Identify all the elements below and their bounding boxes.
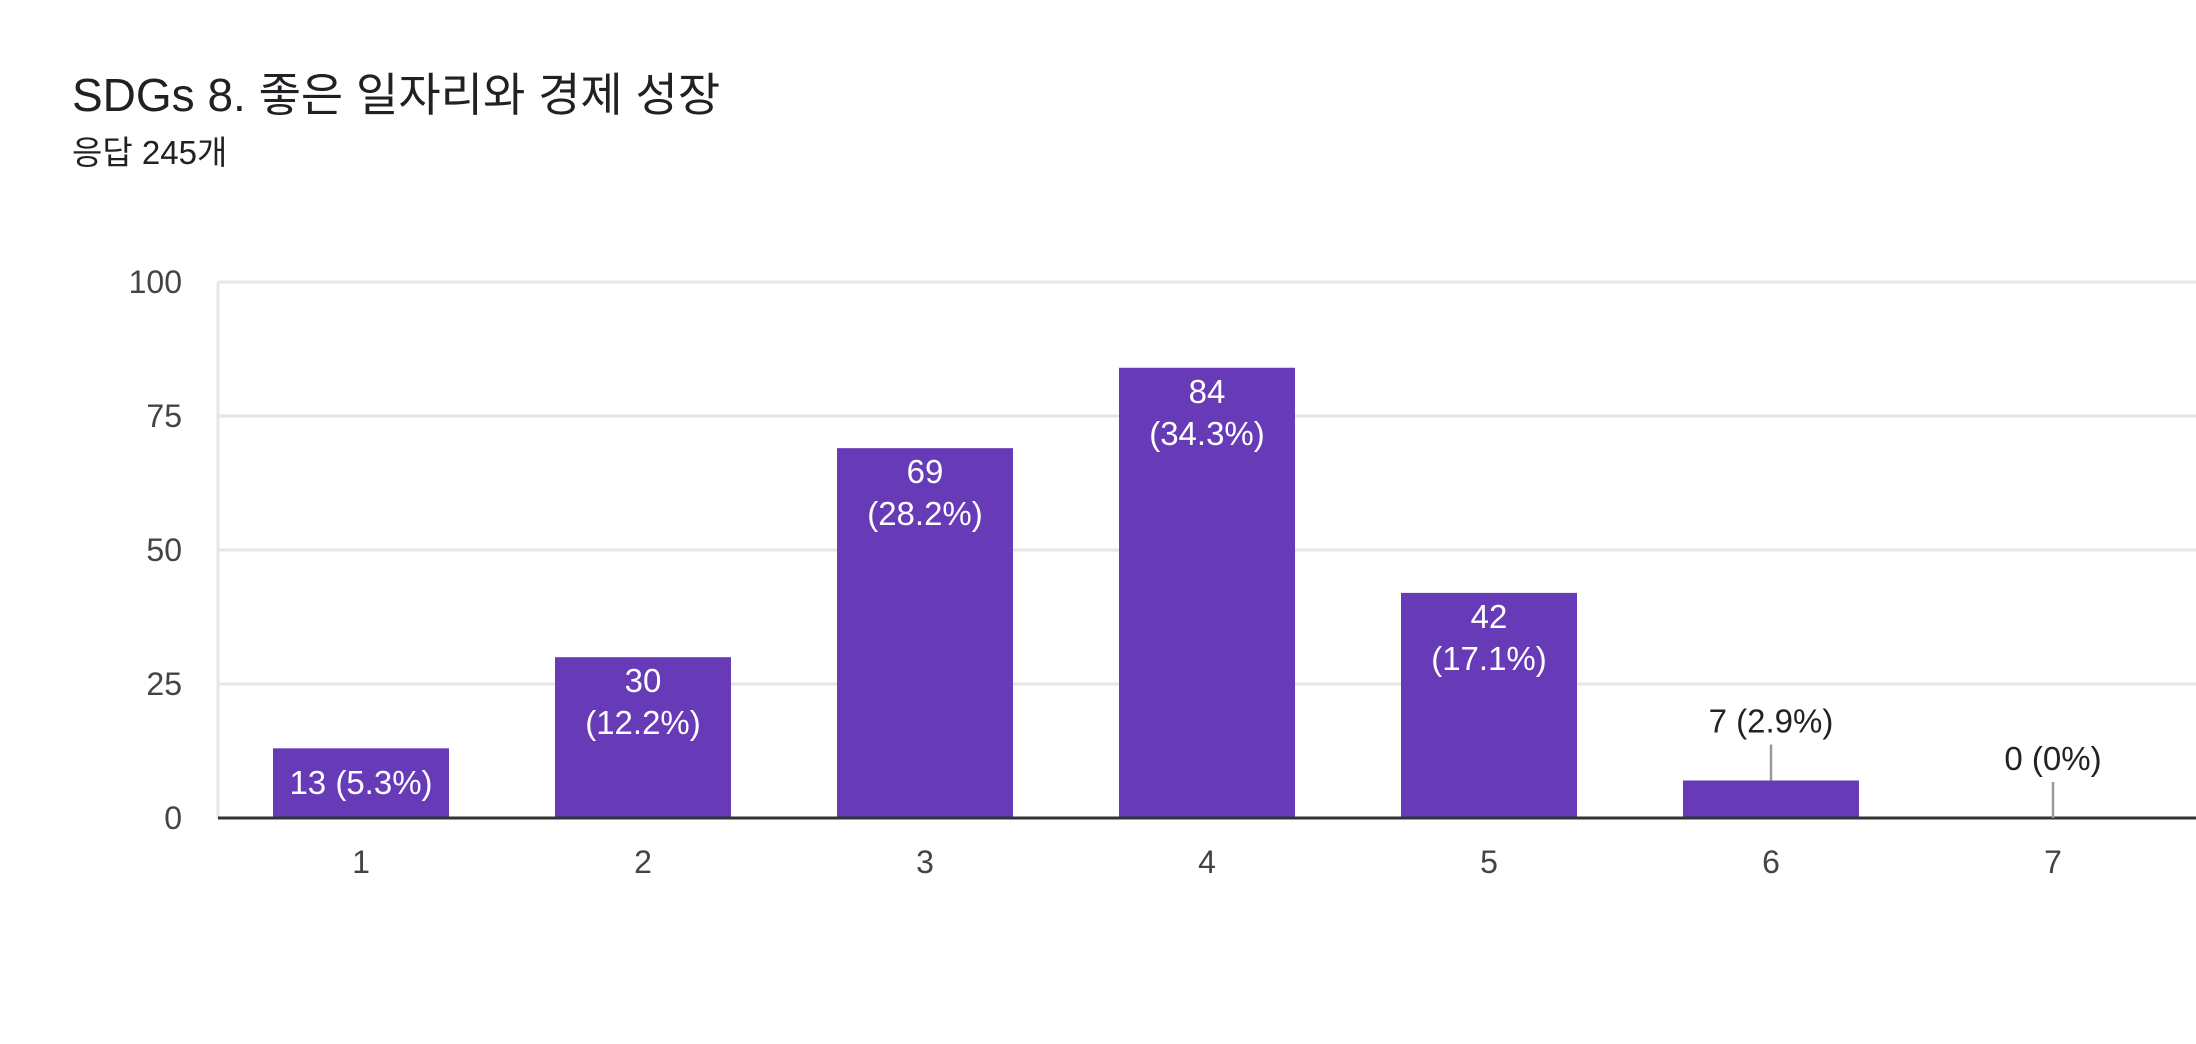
- x-tick-label: 7: [2044, 844, 2062, 880]
- bars: [273, 367, 1859, 818]
- x-tick-label: 2: [634, 844, 652, 880]
- x-axis-ticks: 1 2 3 4 5 6 7: [352, 844, 2062, 880]
- data-label-percent: (12.2%): [585, 704, 701, 741]
- y-tick-label: 0: [164, 800, 182, 836]
- x-tick-label: 6: [1762, 844, 1780, 880]
- data-label-value: 69: [907, 453, 944, 490]
- y-tick-label: 25: [146, 666, 182, 702]
- bar[interactable]: [555, 657, 731, 818]
- x-tick-label: 4: [1198, 844, 1216, 880]
- data-label-value: 42: [1471, 598, 1508, 635]
- x-tick-label: 5: [1480, 844, 1498, 880]
- y-tick-label: 100: [129, 264, 182, 300]
- data-label-percent: (28.2%): [867, 495, 983, 532]
- data-label: 13 (5.3%): [289, 764, 432, 801]
- bar[interactable]: [1683, 780, 1859, 818]
- response-count: 응답 245개: [72, 134, 228, 172]
- y-tick-label: 50: [146, 532, 182, 568]
- x-tick-label: 3: [916, 844, 934, 880]
- data-label: 0 (0%): [2004, 740, 2101, 777]
- y-tick-label: 75: [146, 398, 182, 434]
- data-label-percent: (34.3%): [1149, 415, 1265, 452]
- bar[interactable]: [837, 448, 1013, 818]
- data-label: 7 (2.9%): [1709, 702, 1834, 739]
- bar[interactable]: [1119, 367, 1295, 818]
- data-label-value: 84: [1189, 373, 1226, 410]
- data-labels: 13 (5.3%) 30 (12.2%) 69 (28.2%) 84 (34.3%) 42 (1…: [289, 373, 2102, 818]
- bar[interactable]: [1401, 592, 1577, 818]
- data-label-percent: (17.1%): [1431, 640, 1547, 677]
- y-axis-ticks: 0 25 50 75 100: [129, 264, 182, 836]
- chart-title: SDGs 8. 좋은 일자리와 경제 성장: [72, 69, 721, 121]
- x-tick-label: 1: [352, 844, 370, 880]
- data-label-value: 30: [625, 662, 662, 699]
- chart-header: SDGs 8. 좋은 일자리와 경제 성장 응답 245개: [72, 68, 720, 173]
- bar[interactable]: [273, 748, 449, 818]
